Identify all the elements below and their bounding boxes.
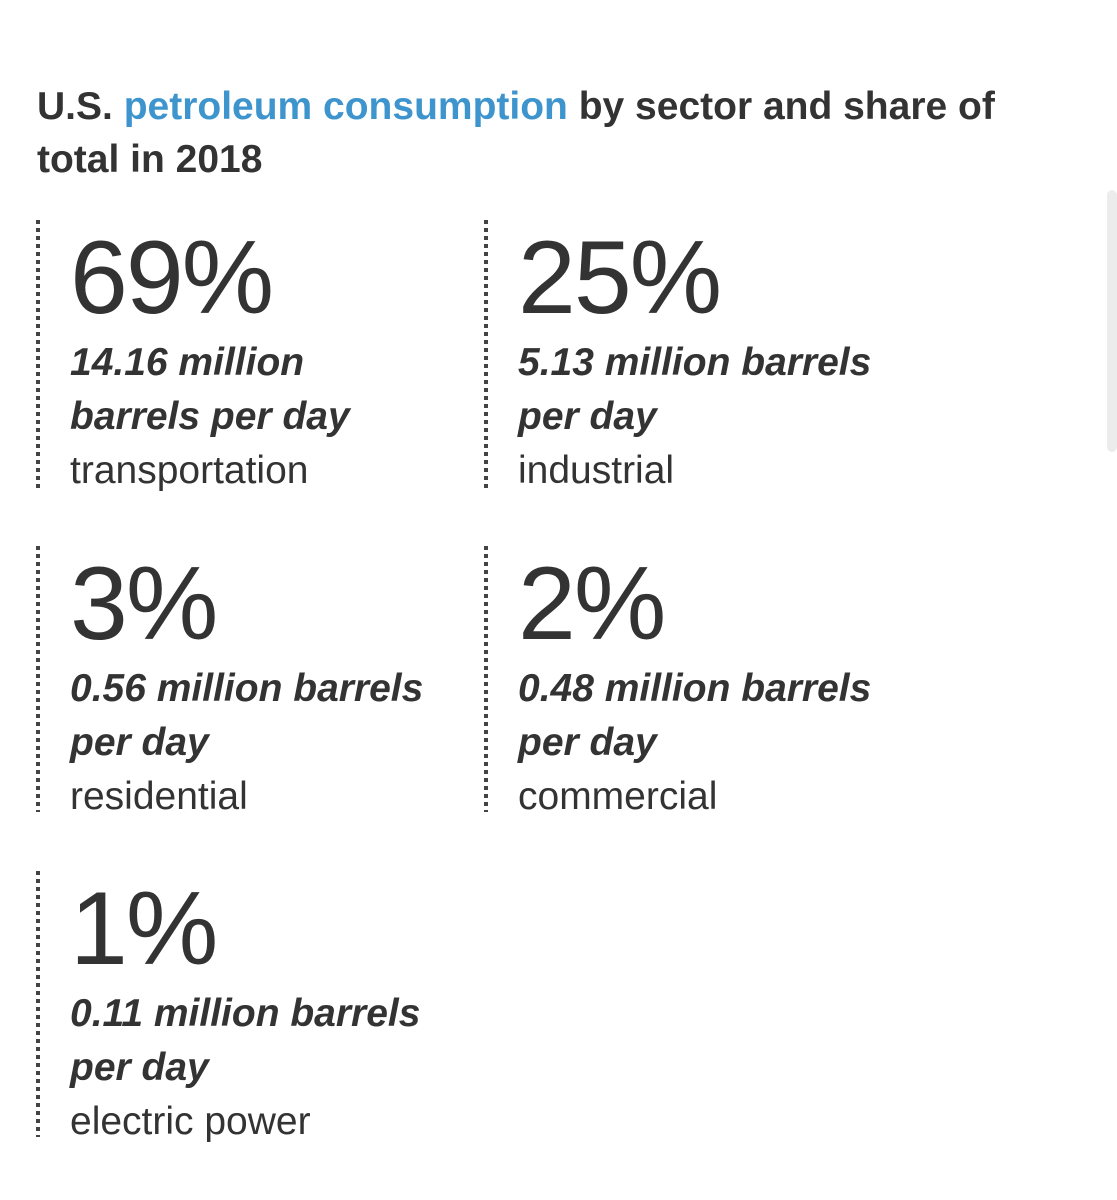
title-suffix: by sector and share of total in 2018	[37, 85, 995, 181]
stat-percent: 2%	[518, 546, 666, 662]
stat-percent: 69%	[70, 220, 274, 336]
stat-transportation: 69% 14.16 million barrels per day transp…	[36, 220, 446, 492]
stat-sector: residential	[70, 775, 248, 818]
stat-percent: 1%	[70, 871, 218, 987]
stat-sector: electric power	[70, 1100, 311, 1143]
stat-electric-power: 1% 0.11 million barrels per day electric…	[36, 871, 446, 1143]
stat-commercial: 2% 0.48 million barrels per day commerci…	[484, 546, 894, 818]
stat-amount: 14.16 million barrels per day	[70, 341, 350, 438]
page-title: U.S. petroleum consumption by sector and…	[37, 80, 1087, 186]
stat-sector: commercial	[518, 775, 718, 818]
stat-sector: transportation	[70, 449, 309, 492]
stat-amount: 5.13 million barrels per day	[518, 341, 872, 438]
stat-percent: 25%	[518, 220, 722, 336]
stat-industrial: 25% 5.13 million barrels per day industr…	[484, 220, 894, 492]
stat-amount: 0.48 million barrels per day	[518, 667, 872, 764]
stat-amount: 0.56 million barrels per day	[70, 667, 424, 764]
title-prefix: U.S.	[37, 85, 124, 128]
title-highlight-link[interactable]: petroleum consumption	[123, 85, 568, 128]
stat-sector: industrial	[518, 449, 675, 492]
stat-residential: 3% 0.56 million barrels per day resident…	[36, 546, 446, 818]
stat-amount: 0.11 million barrels per day	[70, 992, 421, 1089]
scrollbar[interactable]	[1107, 190, 1117, 452]
stat-percent: 3%	[70, 546, 218, 662]
